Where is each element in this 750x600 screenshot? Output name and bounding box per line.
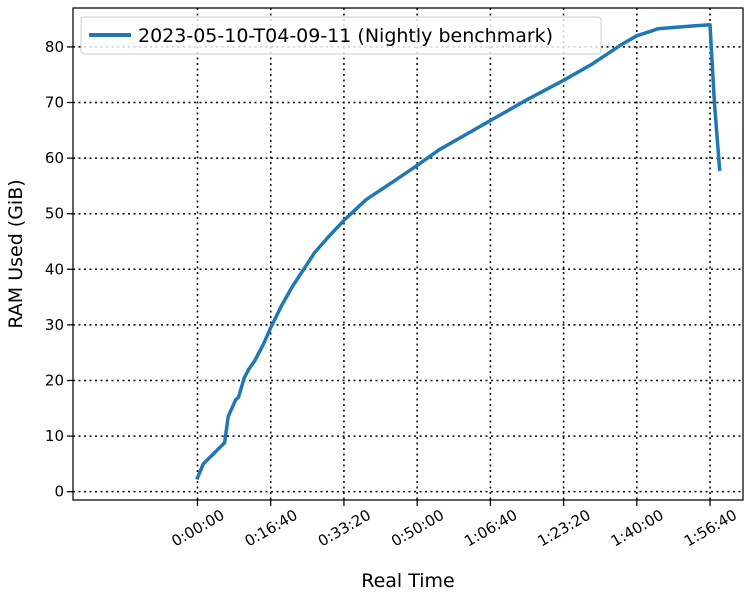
- y-tick-label: 80: [45, 38, 64, 56]
- y-tick-label: 70: [45, 94, 64, 112]
- y-tick-label: 30: [45, 316, 64, 334]
- y-tick-label: 0: [54, 483, 64, 501]
- legend: 2023-05-10-T04-09-11 (Nightly benchmark): [80, 16, 602, 55]
- legend-entry-label: 2023-05-10-T04-09-11 (Nightly benchmark): [138, 25, 553, 47]
- x-axis-label: Real Time: [361, 570, 455, 592]
- y-tick-label: 60: [45, 149, 64, 167]
- y-tick-label: 40: [45, 260, 64, 278]
- plot-area-frame: [72, 7, 744, 501]
- legend-box: [80, 16, 602, 55]
- y-tick-label: 50: [45, 205, 64, 223]
- series-line: [195, 22, 722, 481]
- y-tick-label: 10: [45, 427, 64, 445]
- y-axis-label: RAM Used (GiB): [5, 179, 27, 328]
- y-tick-label: 20: [45, 371, 64, 389]
- series-layer: [195, 22, 722, 481]
